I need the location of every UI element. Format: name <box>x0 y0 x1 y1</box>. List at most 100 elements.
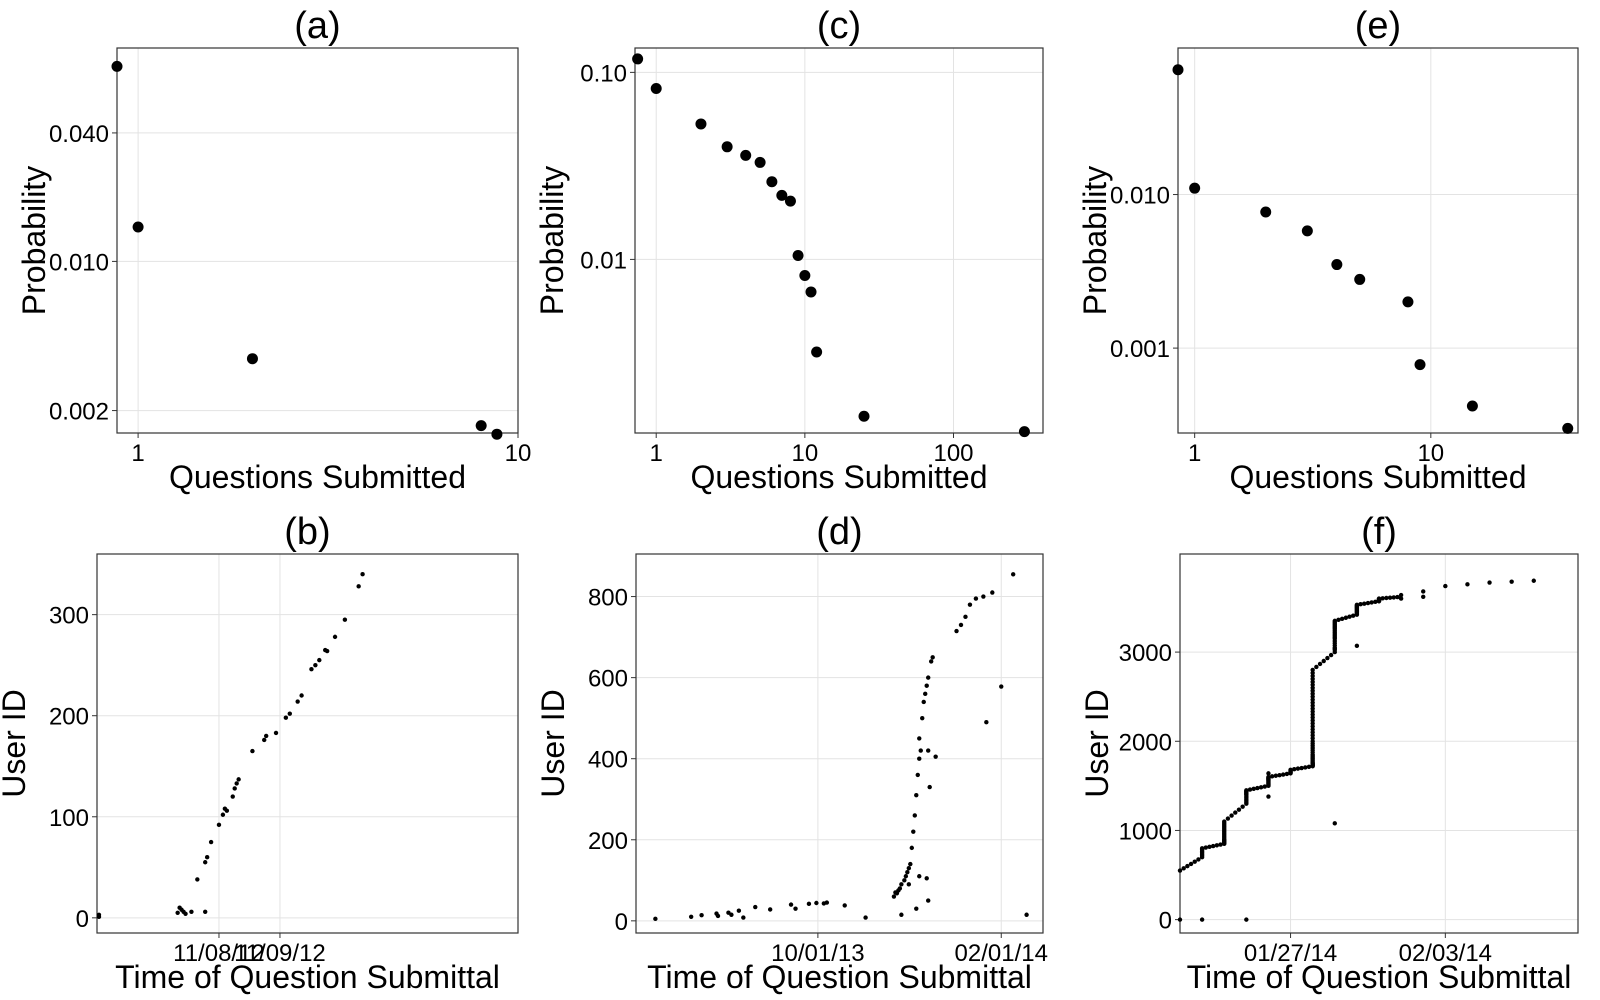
y-tick-label: 1000 <box>1119 818 1172 845</box>
data-point <box>917 756 922 761</box>
data-point <box>491 428 503 440</box>
y-tick-label: 300 <box>49 603 89 630</box>
grid <box>635 48 1043 433</box>
data-point <box>1487 580 1492 585</box>
panel-title: (e) <box>1355 5 1401 47</box>
data-point <box>963 614 968 620</box>
data-point <box>903 874 909 879</box>
plot-frame <box>116 47 519 434</box>
y-tick-label: 0 <box>76 906 89 933</box>
data-point <box>1262 784 1267 789</box>
panel-title: (c) <box>817 5 861 47</box>
data-point <box>1295 766 1301 771</box>
data-point <box>688 914 694 919</box>
data-point <box>1443 583 1448 589</box>
data-point <box>753 904 758 910</box>
data-point <box>189 909 194 914</box>
y-tick-label: 0.01 <box>580 247 627 274</box>
data-point <box>926 898 931 903</box>
data-points <box>111 60 503 440</box>
data-point <box>1339 616 1345 622</box>
data-point <box>1391 595 1396 600</box>
data-point <box>793 906 798 911</box>
data-point <box>1244 788 1249 793</box>
x-axis-label: Questions Submitted <box>1229 459 1526 495</box>
data-point <box>1018 426 1030 438</box>
y-tick-label: 2000 <box>1119 729 1172 756</box>
x-tick-label: 1 <box>131 440 144 467</box>
panel-c: (c) 1 10 100 0.10 0.01 Questions Submitted Prob… <box>534 5 1044 495</box>
data-point <box>814 900 819 906</box>
data-point <box>1398 596 1404 601</box>
data-point <box>1384 595 1389 601</box>
data-point <box>1240 804 1245 809</box>
data-point <box>1192 859 1197 864</box>
data-point <box>767 907 773 912</box>
data-point <box>1024 912 1029 917</box>
y-axis-label: Probability <box>534 166 570 315</box>
data-point <box>905 869 910 875</box>
data-point <box>715 913 721 919</box>
x-tick-label: 10 <box>792 440 819 467</box>
x-tick-label: 02/03/14 <box>1399 940 1492 967</box>
data-points <box>1177 578 1536 922</box>
data-point <box>1299 765 1304 771</box>
y-tick-label: 0.002 <box>49 399 109 426</box>
data-point <box>754 156 766 168</box>
data-point <box>740 149 752 161</box>
data-point <box>908 861 913 867</box>
data-point <box>183 911 188 916</box>
data-point <box>1354 643 1360 649</box>
data-point <box>1266 774 1271 780</box>
data-point <box>899 882 904 887</box>
data-points <box>96 572 365 920</box>
x-tick-label: 11/09/12 <box>234 940 326 967</box>
data-point <box>721 141 733 153</box>
data-point <box>1258 785 1264 790</box>
data-point <box>863 915 868 920</box>
data-point <box>1218 842 1223 847</box>
data-point <box>915 772 920 778</box>
grid <box>97 554 518 933</box>
plot-frame <box>1179 553 1579 934</box>
data-point <box>842 903 847 908</box>
data-point <box>1177 868 1183 873</box>
data-point <box>973 596 979 601</box>
data-point <box>111 60 123 72</box>
grid <box>636 554 1043 933</box>
data-point <box>1402 296 1414 308</box>
data-point <box>811 346 823 358</box>
y-axis-label: User ID <box>0 689 32 797</box>
data-point <box>776 189 788 201</box>
data-point <box>1509 579 1514 584</box>
data-point <box>1284 771 1290 777</box>
data-point <box>1185 863 1190 869</box>
data-point <box>1203 845 1208 850</box>
data-point <box>1210 843 1216 849</box>
data-point <box>1010 572 1016 577</box>
data-point <box>1387 595 1393 600</box>
data-point <box>203 860 208 865</box>
data-point <box>1369 600 1374 605</box>
data-point <box>1354 602 1360 608</box>
data-point <box>858 410 870 422</box>
data-point <box>906 865 912 871</box>
data-point <box>1199 917 1205 922</box>
data-point <box>958 622 964 628</box>
data-point <box>999 684 1004 689</box>
data-point <box>824 900 830 905</box>
data-point <box>234 781 239 786</box>
data-point <box>1325 655 1330 661</box>
data-point <box>729 912 734 917</box>
data-point <box>917 736 922 741</box>
y-axis-label: User ID <box>1079 689 1115 797</box>
data-point <box>924 876 929 881</box>
panel-title: (d) <box>816 511 862 553</box>
y-tick-label: 400 <box>588 747 628 774</box>
data-point <box>1273 773 1279 778</box>
data-point <box>1336 617 1341 623</box>
data-point <box>1172 64 1184 76</box>
data-points <box>653 572 1029 922</box>
y-tick-label: 0.10 <box>580 60 627 87</box>
data-point <box>1421 594 1426 600</box>
